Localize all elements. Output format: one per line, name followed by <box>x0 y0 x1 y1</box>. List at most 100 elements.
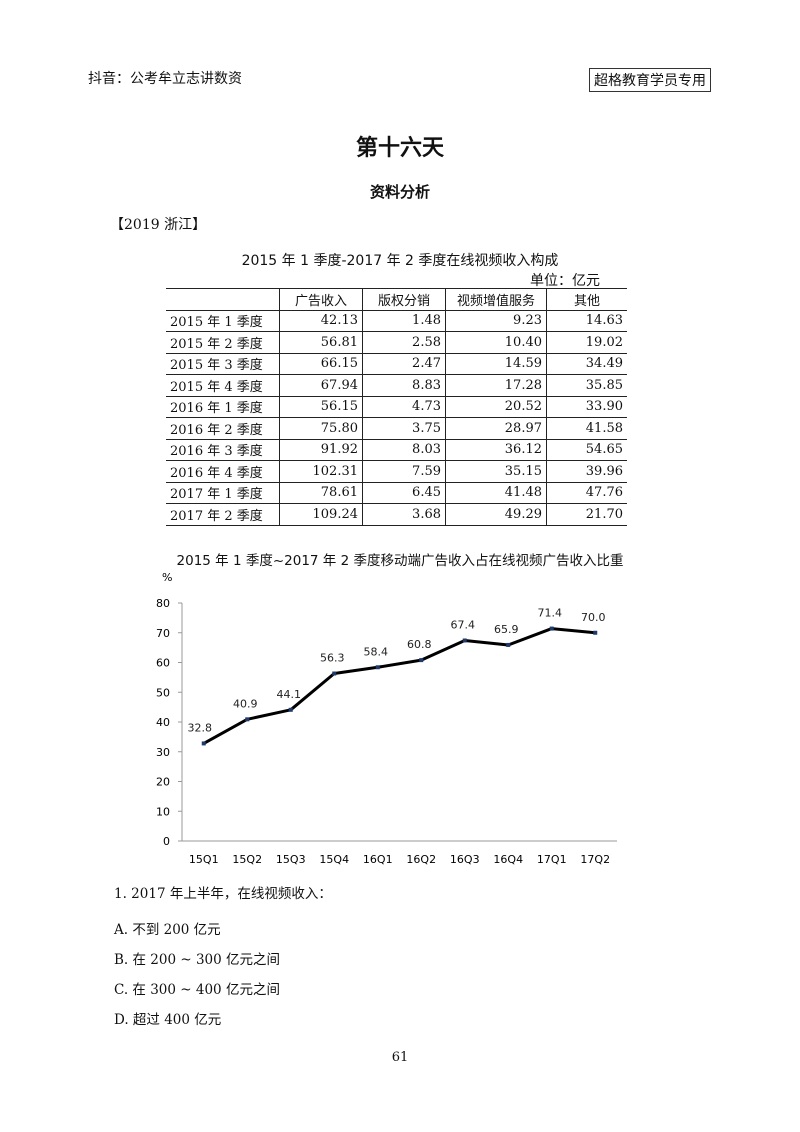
x-tick-label: 17Q2 <box>580 853 610 866</box>
page-number: 61 <box>391 1050 409 1065</box>
row-label: 2016 年 3 季度 <box>166 438 280 461</box>
column-header: 其他 <box>546 288 627 310</box>
table-cell: 75.80 <box>279 417 363 439</box>
row-label: 2016 年 1 季度 <box>166 395 280 418</box>
table-cell: 14.63 <box>546 309 627 332</box>
table-cell: 7.59 <box>362 460 446 482</box>
table-cell: 41.58 <box>546 417 627 439</box>
table-cell: 20.52 <box>445 395 547 418</box>
question-source: 【2019 浙江】 <box>110 217 207 233</box>
table-cell: 47.76 <box>546 481 627 504</box>
data-label: 58.4 <box>364 645 389 658</box>
table-cell: 8.83 <box>362 374 446 396</box>
data-label: 65.9 <box>494 623 519 636</box>
table-row: 2016 年 1 季度 56.15 4.73 20.52 33.90 <box>166 395 627 418</box>
table-cell: 9.23 <box>445 309 547 332</box>
table-cell: 1.48 <box>362 309 446 332</box>
row-label: 2015 年 4 季度 <box>166 374 280 396</box>
data-point <box>201 741 206 746</box>
data-label: 70.0 <box>581 611 606 624</box>
table-cell: 109.24 <box>279 503 363 526</box>
row-label: 2017 年 1 季度 <box>166 481 280 504</box>
x-tick-label: 15Q3 <box>276 853 306 866</box>
table-row: 2017 年 1 季度 78.61 6.45 41.48 47.76 <box>166 481 627 504</box>
table-cell: 28.97 <box>445 417 547 439</box>
table-row: 2015 年 2 季度 56.81 2.58 10.40 19.02 <box>166 331 627 353</box>
y-tick-label: 80 <box>156 597 170 610</box>
option-a[interactable]: A. 不到 200 亿元 <box>114 922 221 938</box>
row-label: 2016 年 2 季度 <box>166 417 280 439</box>
table-cell: 3.68 <box>362 503 446 526</box>
table-cell: 41.48 <box>445 481 547 504</box>
data-point <box>506 642 511 647</box>
table-cell: 2.47 <box>362 352 446 375</box>
table-cell: 17.28 <box>445 374 547 396</box>
table-cell: 4.73 <box>362 395 446 418</box>
table-row: 2015 年 1 季度 42.13 1.48 9.23 14.63 <box>166 309 627 332</box>
x-tick-label: 16Q3 <box>450 853 480 866</box>
table-cell: 2.58 <box>362 331 446 353</box>
revenue-table: 广告收入 版权分销 视频增值服务 其他 2015 年 1 季度 42.13 1.48… <box>166 288 627 526</box>
table-cell: 8.03 <box>362 438 446 461</box>
x-tick-label: 16Q2 <box>406 853 436 866</box>
table-unit: 单位：亿元 <box>530 273 600 289</box>
chart-title: 2015 年 1 季度~2017 年 2 季度移动端广告收入占在线视频广告收入比… <box>176 553 624 569</box>
data-point <box>332 671 337 676</box>
table-cell: 66.15 <box>279 352 363 375</box>
table-cell: 36.12 <box>445 438 547 461</box>
table-title: 2015 年 1 季度-2017 年 2 季度在线视频收入构成 <box>241 253 559 269</box>
data-line <box>203 627 596 745</box>
y-tick-label: 30 <box>156 746 170 759</box>
table-cell: 10.40 <box>445 331 547 353</box>
table-cell: 3.75 <box>362 417 446 439</box>
data-label: 56.3 <box>320 652 345 665</box>
y-tick-label: 10 <box>156 805 170 818</box>
question-stem: 1. 2017 年上半年，在线视频收入： <box>114 886 332 902</box>
row-label: 2015 年 1 季度 <box>166 309 280 332</box>
table-cell: 33.90 <box>546 395 627 418</box>
data-point <box>593 630 598 635</box>
table-row: 2017 年 2 季度 109.24 3.68 49.29 21.70 <box>166 503 627 526</box>
option-d[interactable]: D. 超过 400 亿元 <box>114 1012 222 1028</box>
data-label: 71.4 <box>538 607 563 620</box>
data-point <box>419 658 424 663</box>
y-tick-label: 50 <box>156 686 170 699</box>
y-tick-label: 0 <box>163 835 170 848</box>
table-cell: 67.94 <box>279 374 363 396</box>
header-right-badge: 超格教育学员专用 <box>589 68 711 92</box>
table-cell: 35.15 <box>445 460 547 482</box>
table-cell: 42.13 <box>279 309 363 332</box>
table-cell: 78.61 <box>279 481 363 504</box>
table-cell: 35.85 <box>546 374 627 396</box>
header-left-text: 抖音：公考牟立志讲数资 <box>88 71 242 87</box>
y-tick-label: 60 <box>156 657 170 670</box>
y-tick-label: 70 <box>156 627 170 640</box>
x-tick-label: 15Q1 <box>189 853 219 866</box>
x-tick-label: 15Q2 <box>232 853 262 866</box>
option-b[interactable]: B. 在 200 ~ 300 亿元之间 <box>114 952 281 968</box>
table-header-row: 广告收入 版权分销 视频增值服务 其他 <box>166 288 627 310</box>
table-cell: 56.81 <box>279 331 363 353</box>
data-point <box>549 626 554 631</box>
page-title: 第十六天 <box>355 135 444 161</box>
table-cell: 54.65 <box>546 438 627 461</box>
table-cell: 49.29 <box>445 503 547 526</box>
x-tick-label: 17Q1 <box>537 853 567 866</box>
data-point <box>245 717 250 722</box>
data-point <box>288 707 293 712</box>
table-row: 2015 年 3 季度 66.15 2.47 14.59 34.49 <box>166 352 627 375</box>
section-subtitle: 资料分析 <box>369 183 430 201</box>
data-point <box>462 638 467 643</box>
table-cell: 21.70 <box>546 503 627 526</box>
x-tick-label: 16Q4 <box>493 853 523 866</box>
row-label: 2017 年 2 季度 <box>166 503 280 526</box>
y-axis-label: % <box>162 571 172 584</box>
table-cell: 102.31 <box>279 460 363 482</box>
x-tick-label: 16Q1 <box>363 853 393 866</box>
table-cell: 56.15 <box>279 395 363 418</box>
row-label: 2015 年 3 季度 <box>166 352 280 375</box>
column-header: 视频增值服务 <box>445 288 547 310</box>
option-c[interactable]: C. 在 300 ~ 400 亿元之间 <box>114 982 280 998</box>
data-point <box>375 665 380 670</box>
data-label: 44.1 <box>277 688 302 701</box>
